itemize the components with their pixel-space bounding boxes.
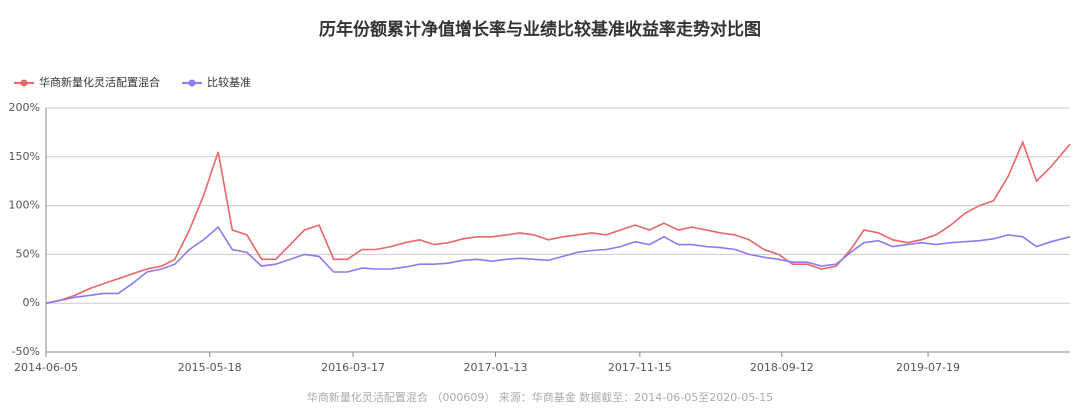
x-tick-label: 2017-01-13 [464,361,528,374]
y-tick-label: 0% [23,296,40,309]
series-line [45,139,1071,304]
x-tick-label: 2014-06-05 [14,361,78,374]
series-line [45,225,1071,304]
legend-marker [188,79,196,87]
y-tick-label: 150% [9,150,40,163]
chart-title: 历年份额累计净值增长率与业绩比较基准收益率走势对比图 [319,19,761,40]
y-tick-label: 100% [9,199,40,212]
y-tick-label: 200% [9,101,40,114]
y-tick-label: 50% [16,247,40,260]
x-tick-label: 2018-09-12 [750,361,814,374]
legend-label: 比较基准 [207,75,251,89]
x-tick-label: 2015-05-18 [178,361,242,374]
x-tick-label: 2016-03-17 [321,361,385,374]
source-note: 华商新量化灵活配置混合 （000609） 来源：华商基金 数据截至：2014-0… [307,390,773,404]
y-tick-label: -50% [12,345,40,358]
legend-label: 华商新量化灵活配置混合 [39,75,160,89]
legend-marker [20,79,28,87]
x-tick-label: 2017-11-15 [608,361,672,374]
x-tick-label: 2019-07-19 [896,361,960,374]
